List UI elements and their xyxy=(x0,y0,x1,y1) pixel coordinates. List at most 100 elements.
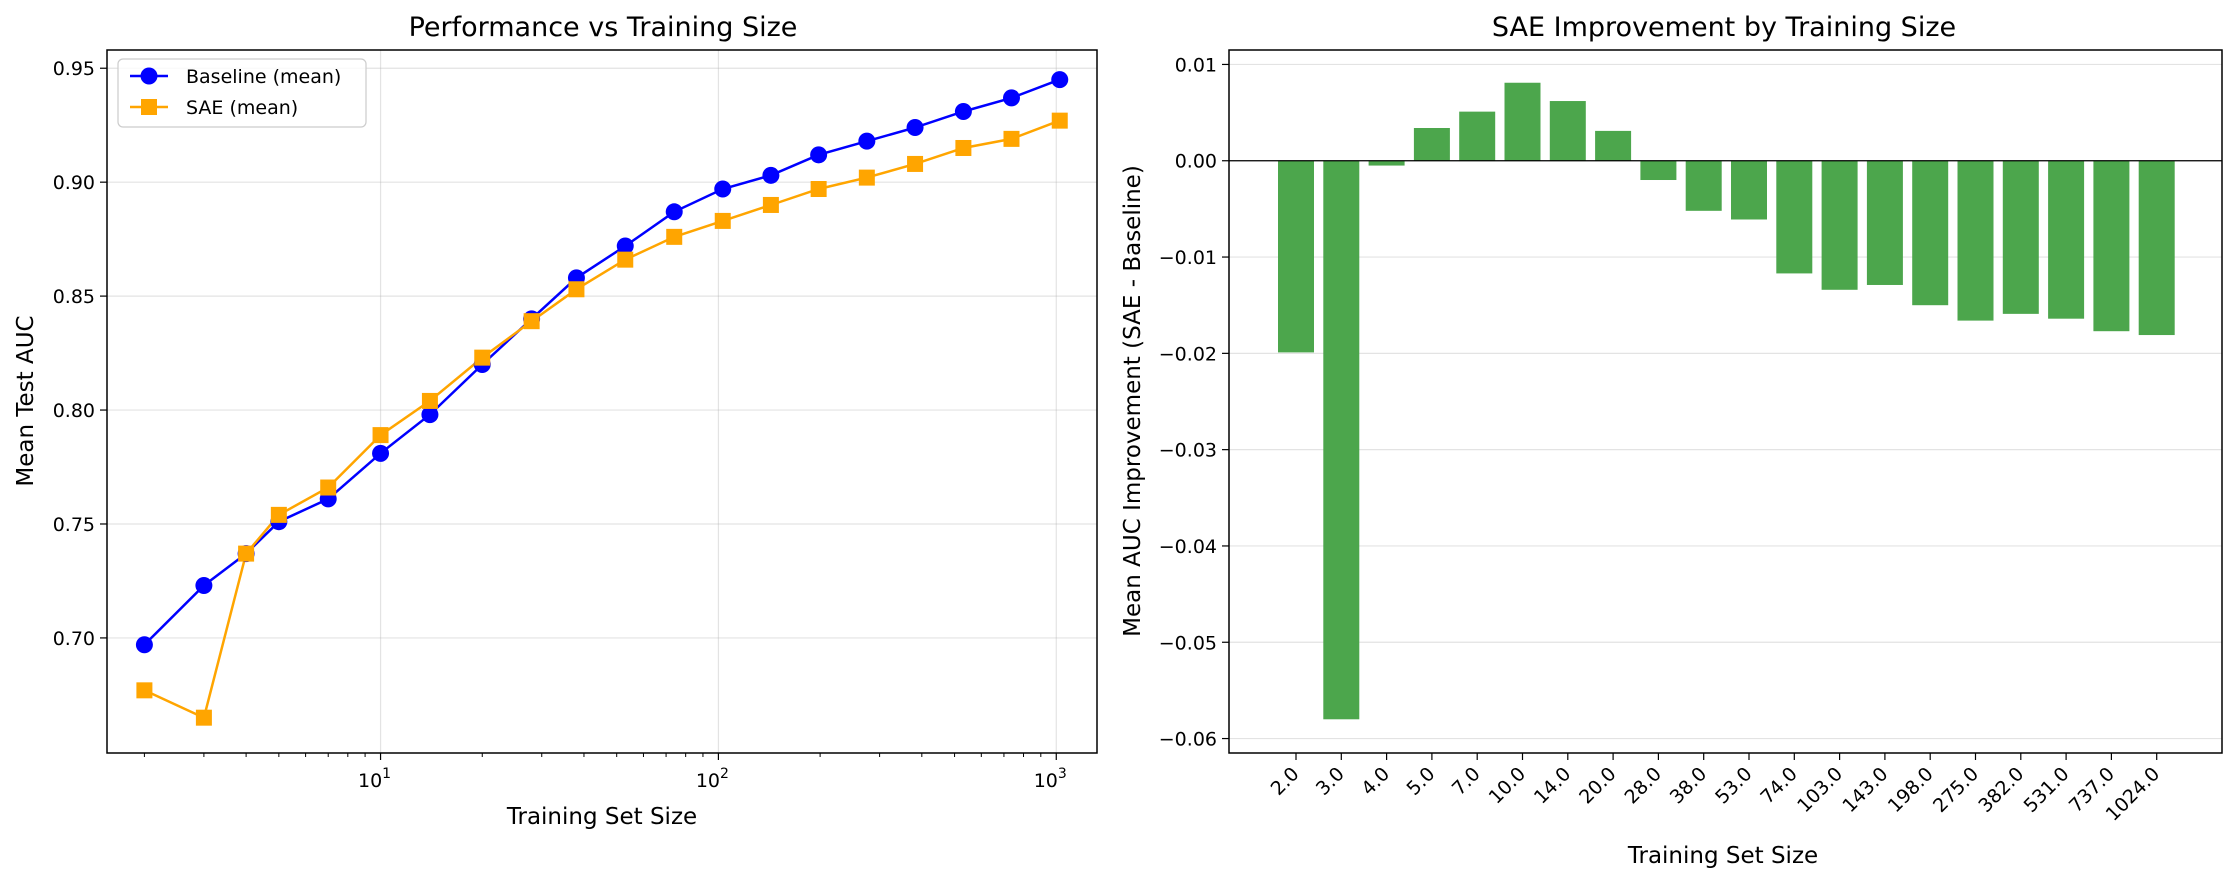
bar xyxy=(1278,160,1314,353)
left-y-ticks: 0.70 0.75 0.80 0.85 0.90 0.95 xyxy=(53,58,107,650)
bar xyxy=(1731,160,1767,220)
right-y-tick-label: −0.05 xyxy=(1159,632,1217,654)
left-x-tick-base: 10 xyxy=(358,770,382,792)
bar xyxy=(2002,160,2039,314)
baseline-point xyxy=(906,118,924,136)
right-bars xyxy=(1278,82,2175,720)
right-x-tick-label: 531.0 xyxy=(2020,763,2074,817)
right-x-tick-label: 382.0 xyxy=(1974,763,2028,817)
legend-sae-marker xyxy=(141,99,157,115)
left-series-lines xyxy=(143,78,1061,720)
left-legend: Baseline (mean) SAE (mean) xyxy=(117,58,367,128)
sae-point xyxy=(523,313,540,330)
sae-point xyxy=(617,251,634,268)
right-x-tick-label: 14.0 xyxy=(1530,763,1575,808)
right-chart-title: SAE Improvement by Training Size xyxy=(1492,12,1956,43)
right-x-tick-label: 275.0 xyxy=(1929,763,1983,817)
baseline-point xyxy=(135,636,153,654)
left-x-tick-label: 102 xyxy=(696,766,729,792)
sae-point xyxy=(195,709,212,726)
sae-point xyxy=(1051,112,1068,129)
right-y-tick-label: 0.00 xyxy=(1175,151,1217,173)
left-chart-title: Performance vs Training Size xyxy=(409,12,798,43)
bar xyxy=(1821,160,1858,290)
right-y-tick-label: −0.02 xyxy=(1159,343,1217,365)
right-x-tick-label: 198.0 xyxy=(1884,763,1938,817)
baseline-point xyxy=(665,203,683,221)
right-y-tick-label: 0.01 xyxy=(1175,54,1217,76)
left-y-tick-label: 0.70 xyxy=(53,628,95,650)
right-y-tick-label: −0.01 xyxy=(1159,247,1217,269)
sae-point xyxy=(1003,130,1020,147)
bar xyxy=(1549,101,1586,161)
left-chart: Performance vs Training Size 101 102 103 0… xyxy=(13,12,1098,830)
right-x-tick-label: 2.0 xyxy=(1267,763,1304,800)
sae-point xyxy=(810,181,827,198)
baseline-point xyxy=(616,237,634,255)
right-x-tick-label: 4.0 xyxy=(1357,763,1394,800)
left-x-tick-exponent: 2 xyxy=(720,766,729,782)
bar xyxy=(2048,160,2085,319)
sae-point xyxy=(474,349,491,366)
left-y-tick-label: 0.85 xyxy=(53,286,95,308)
right-y-tick-label: −0.04 xyxy=(1159,536,1217,558)
bar xyxy=(1595,130,1632,161)
bar xyxy=(1459,111,1496,161)
bar xyxy=(1776,160,1813,274)
baseline-point xyxy=(762,166,780,184)
bar xyxy=(1957,160,1994,321)
right-x-tick-label: 20.0 xyxy=(1575,763,1620,808)
sae-point xyxy=(907,155,924,172)
right-y-tick-label: −0.03 xyxy=(1159,440,1217,462)
right-x-tick-label: 3.0 xyxy=(1312,763,1349,800)
left-y-tick-label: 0.80 xyxy=(53,400,95,422)
baseline-point xyxy=(421,406,439,424)
bar xyxy=(1640,160,1677,181)
left-plot-frame xyxy=(106,49,1098,754)
sae-point xyxy=(714,212,731,229)
baseline-point xyxy=(372,444,390,462)
sae-point xyxy=(421,392,438,409)
left-x-ticks: 101 102 103 xyxy=(143,753,1067,792)
baseline-point xyxy=(1002,89,1020,107)
bar xyxy=(1504,82,1541,161)
baseline-point xyxy=(1051,71,1069,89)
legend-baseline-marker xyxy=(140,67,158,85)
sae-point xyxy=(858,169,875,186)
legend-baseline-label: Baseline (mean) xyxy=(186,66,341,88)
left-y-tick-label: 0.95 xyxy=(53,58,95,80)
right-x-tick-label: 5.0 xyxy=(1403,763,1440,800)
bar xyxy=(2138,160,2175,336)
bar xyxy=(1912,160,1949,306)
right-plot-frame xyxy=(1228,49,2223,754)
sae-point xyxy=(568,281,585,298)
baseline-point xyxy=(858,132,876,150)
right-chart: SAE Improvement by Training Size 2.0 3.0 4… xyxy=(1120,12,2223,869)
left-y-axis-label: Mean Test AUC xyxy=(13,315,39,486)
right-x-tick-label: 103.0 xyxy=(1793,763,1847,817)
sae-point xyxy=(372,427,389,444)
bar xyxy=(1685,160,1722,211)
right-x-tick-label: 7.0 xyxy=(1448,763,1485,800)
sae-point xyxy=(238,545,255,562)
sae-point xyxy=(270,506,287,523)
legend-sae-label: SAE (mean) xyxy=(186,97,298,119)
bar xyxy=(1323,160,1360,720)
left-series-markers xyxy=(135,71,1069,726)
right-x-tick-label: 38.0 xyxy=(1666,763,1711,808)
right-x-tick-label: 143.0 xyxy=(1838,763,1892,817)
sae-point xyxy=(955,139,972,156)
left-gridlines xyxy=(107,50,1097,753)
left-x-tick-label: 103 xyxy=(1034,766,1067,792)
right-x-tick-label: 53.0 xyxy=(1711,763,1756,808)
right-x-tick-label: 10.0 xyxy=(1485,763,1530,808)
right-x-ticks: 2.0 3.0 4.0 5.0 7.0 10.0 14.0 20.0 28.0 38.0 53.0 7… xyxy=(1267,753,2164,826)
right-x-tick-label: 28.0 xyxy=(1620,763,1665,808)
sae-point xyxy=(666,228,683,245)
left-x-tick-exponent: 1 xyxy=(382,766,391,782)
left-y-tick-label: 0.90 xyxy=(53,172,95,194)
bar xyxy=(1368,160,1405,166)
baseline-point xyxy=(954,103,972,121)
left-x-tick-base: 10 xyxy=(1034,770,1058,792)
